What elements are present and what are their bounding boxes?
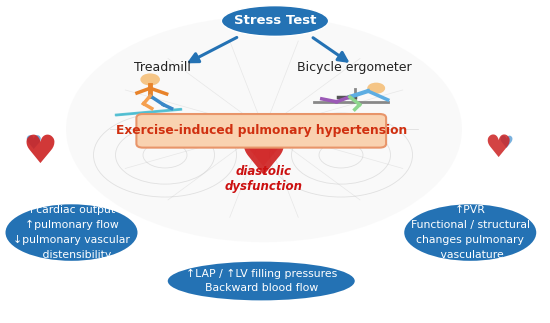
Text: ↑PVR
Functional / structural
changes pulmonary
 vasculature: ↑PVR Functional / structural changes pul… [411,205,530,260]
Text: ♥: ♥ [484,134,512,163]
Polygon shape [116,109,182,116]
Text: ♥: ♥ [238,133,288,187]
Ellipse shape [221,6,329,36]
Text: Treadmill: Treadmill [134,61,191,74]
Circle shape [368,83,384,93]
Circle shape [141,74,159,85]
Text: ↑cardiac output
↑pulmonary flow
↓pulmonary vascular
   distensibility: ↑cardiac output ↑pulmonary flow ↓pulmona… [13,205,130,260]
FancyBboxPatch shape [136,114,386,148]
Ellipse shape [6,204,138,261]
Text: Bicycle ergometer: Bicycle ergometer [298,61,412,74]
Ellipse shape [168,262,355,300]
Text: diastolic
dysfunction: diastolic dysfunction [225,165,303,193]
Text: ↑LAP / ↑LV filling pressures
Backward blood flow: ↑LAP / ↑LV filling pressures Backward bl… [186,269,337,293]
Text: Exercise-induced pulmonary hypertension: Exercise-induced pulmonary hypertension [116,124,407,137]
Text: ♥: ♥ [498,134,514,152]
Text: ♥: ♥ [22,133,57,171]
Ellipse shape [404,204,536,261]
Text: ♥: ♥ [24,134,42,153]
Text: ♥: ♥ [230,112,295,182]
Text: Stress Test: Stress Test [234,15,316,27]
Ellipse shape [66,16,462,242]
